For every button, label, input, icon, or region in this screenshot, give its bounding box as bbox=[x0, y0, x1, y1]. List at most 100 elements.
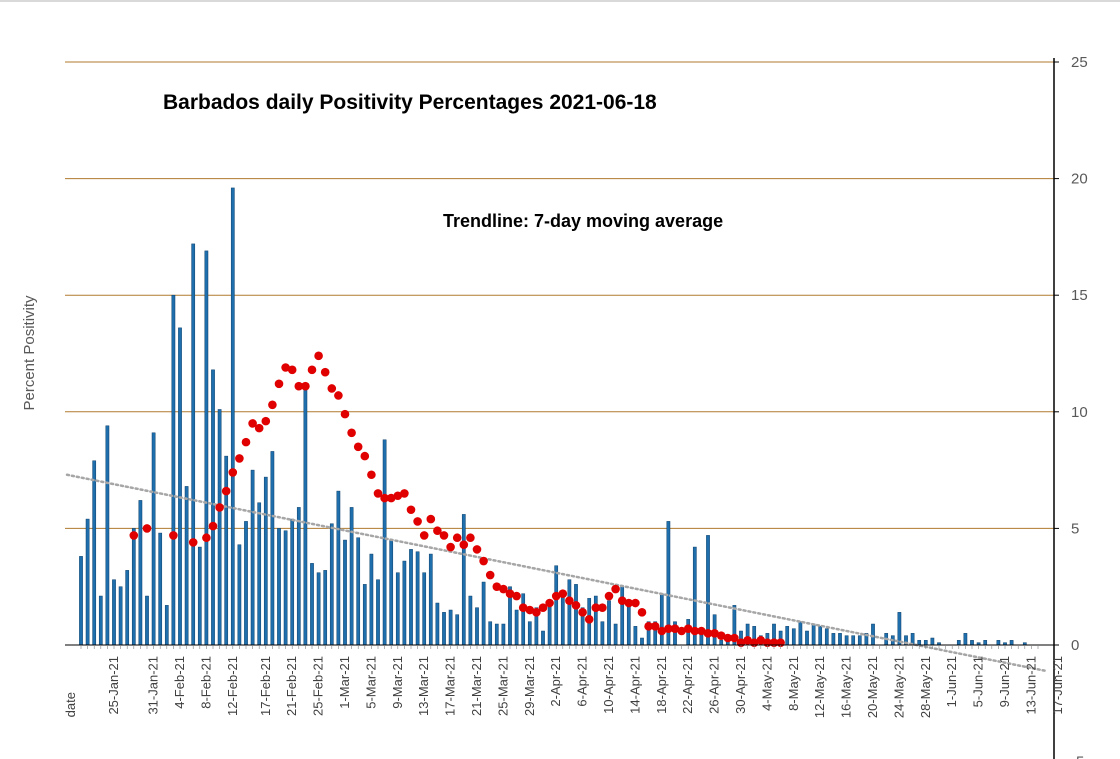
y-tick-label: 20 bbox=[1071, 171, 1088, 188]
y-tick-label: 5 bbox=[1071, 520, 1079, 537]
bar-60 bbox=[475, 607, 479, 646]
moving-average-point-34 bbox=[400, 489, 409, 498]
x-tick-label: 12-Feb-21 bbox=[225, 656, 240, 716]
bar-114 bbox=[831, 633, 836, 646]
moving-average-point-17 bbox=[287, 365, 297, 375]
bar-32 bbox=[290, 518, 295, 646]
moving-average-point-14 bbox=[268, 400, 277, 410]
moving-average-point-13 bbox=[261, 416, 271, 426]
bar-28 bbox=[263, 476, 268, 646]
bar-63 bbox=[494, 623, 499, 646]
bar-70 bbox=[541, 630, 545, 646]
moving-average-point-25 bbox=[340, 409, 350, 419]
moving-average-point-1 bbox=[142, 524, 152, 533]
bar-66 bbox=[514, 609, 519, 646]
bar-31 bbox=[283, 530, 288, 646]
bar-44 bbox=[369, 553, 374, 646]
axes bbox=[65, 58, 1059, 759]
moving-average-point-18 bbox=[294, 381, 304, 391]
bar-16 bbox=[184, 486, 189, 646]
moving-average-point-10 bbox=[241, 437, 251, 447]
chart-title: Barbados daily Positivity Percentages 20… bbox=[163, 91, 657, 114]
moving-average-point-7 bbox=[221, 486, 231, 496]
bar-127 bbox=[917, 640, 922, 646]
x-tick-label: 4-May-21 bbox=[759, 656, 774, 711]
bar-135 bbox=[970, 640, 974, 646]
x-tick-label: 5-Mar-21 bbox=[363, 656, 378, 709]
moving-average-point-16 bbox=[281, 363, 290, 372]
bar-113 bbox=[824, 628, 829, 646]
bar-30 bbox=[277, 528, 281, 646]
moving-average-point-66 bbox=[611, 584, 620, 594]
moving-average-point-44 bbox=[466, 533, 475, 543]
bar-61 bbox=[481, 581, 486, 646]
x-tick-label: 17-Jun-21 bbox=[1050, 656, 1065, 715]
bar-134 bbox=[963, 633, 968, 646]
bar-117 bbox=[851, 635, 856, 646]
moving-average-point-77 bbox=[683, 624, 693, 633]
moving-average-point-31 bbox=[380, 493, 389, 503]
moving-average-point-49 bbox=[499, 584, 508, 594]
y-tick-label: 15 bbox=[1071, 287, 1088, 304]
bar-57 bbox=[455, 614, 460, 646]
bar-85 bbox=[640, 637, 644, 646]
bar-124 bbox=[897, 612, 902, 646]
x-tick-label: 8-Feb-21 bbox=[198, 656, 213, 709]
bar-43 bbox=[362, 584, 367, 646]
moving-average-point-37 bbox=[419, 531, 429, 540]
bar-15 bbox=[178, 327, 182, 646]
moving-average-point-78 bbox=[690, 626, 700, 636]
bar-82 bbox=[620, 586, 625, 646]
trendline-annotation: Trendline: 7-day moving average bbox=[443, 211, 723, 231]
bar-97 bbox=[719, 640, 724, 646]
bar-14 bbox=[171, 294, 176, 646]
moving-average-point-63 bbox=[591, 603, 601, 612]
bar-26 bbox=[250, 469, 255, 646]
x-tick-label: 1-Jun-21 bbox=[944, 656, 959, 707]
moving-average-point-50 bbox=[505, 589, 515, 598]
moving-average-point-52 bbox=[518, 603, 528, 612]
x-tick-label: 17-Feb-21 bbox=[258, 656, 273, 716]
bar-67 bbox=[521, 593, 526, 646]
bar-111 bbox=[811, 623, 816, 646]
bar-23 bbox=[230, 187, 235, 646]
x-tick-label: 17-Mar-21 bbox=[443, 656, 458, 716]
bar-17 bbox=[191, 243, 196, 646]
bar-48 bbox=[395, 572, 400, 646]
moving-average-point-47 bbox=[485, 570, 495, 580]
moving-average-point-22 bbox=[320, 367, 330, 377]
bar-83 bbox=[626, 605, 631, 646]
bar-27 bbox=[257, 502, 262, 646]
x-tick-labels: 25-Jan-21 31-Jan-21 4-Feb-21 8-Feb-21 12-Feb… bbox=[106, 656, 1065, 718]
trendline bbox=[65, 473, 1046, 672]
moving-average-point-28 bbox=[360, 451, 370, 461]
moving-average-point-36 bbox=[413, 517, 422, 526]
moving-average-point-58 bbox=[558, 589, 568, 598]
bar-88 bbox=[659, 593, 664, 646]
moving-average-point-26 bbox=[347, 428, 356, 438]
moving-average-point-65 bbox=[604, 591, 614, 601]
bar-35 bbox=[310, 563, 314, 646]
bar-68 bbox=[527, 621, 532, 646]
bar-47 bbox=[389, 539, 394, 646]
moving-average-series bbox=[129, 351, 785, 647]
moving-average-point-38 bbox=[426, 514, 436, 524]
moving-average-point-70 bbox=[637, 608, 647, 617]
moving-average-point-8 bbox=[228, 468, 238, 477]
bar-42 bbox=[356, 537, 361, 646]
moving-average-point-48 bbox=[492, 582, 502, 591]
x-tick-label: 26-Apr-21 bbox=[707, 656, 722, 714]
bar-19 bbox=[204, 250, 209, 646]
bar-38 bbox=[329, 523, 334, 646]
x-tick-label: 29-Mar-21 bbox=[522, 656, 537, 716]
x-tick-label: 20-May-21 bbox=[865, 656, 880, 718]
x-tick-label: 9-Jun-21 bbox=[997, 656, 1012, 707]
moving-average-point-81 bbox=[710, 629, 719, 638]
bar-116 bbox=[844, 635, 849, 646]
moving-average-point-2 bbox=[169, 531, 178, 540]
moving-average-point-62 bbox=[584, 615, 594, 624]
y-tick-label: -5 bbox=[1071, 754, 1084, 759]
moving-average-point-30 bbox=[373, 489, 383, 498]
moving-average-point-45 bbox=[472, 545, 482, 554]
